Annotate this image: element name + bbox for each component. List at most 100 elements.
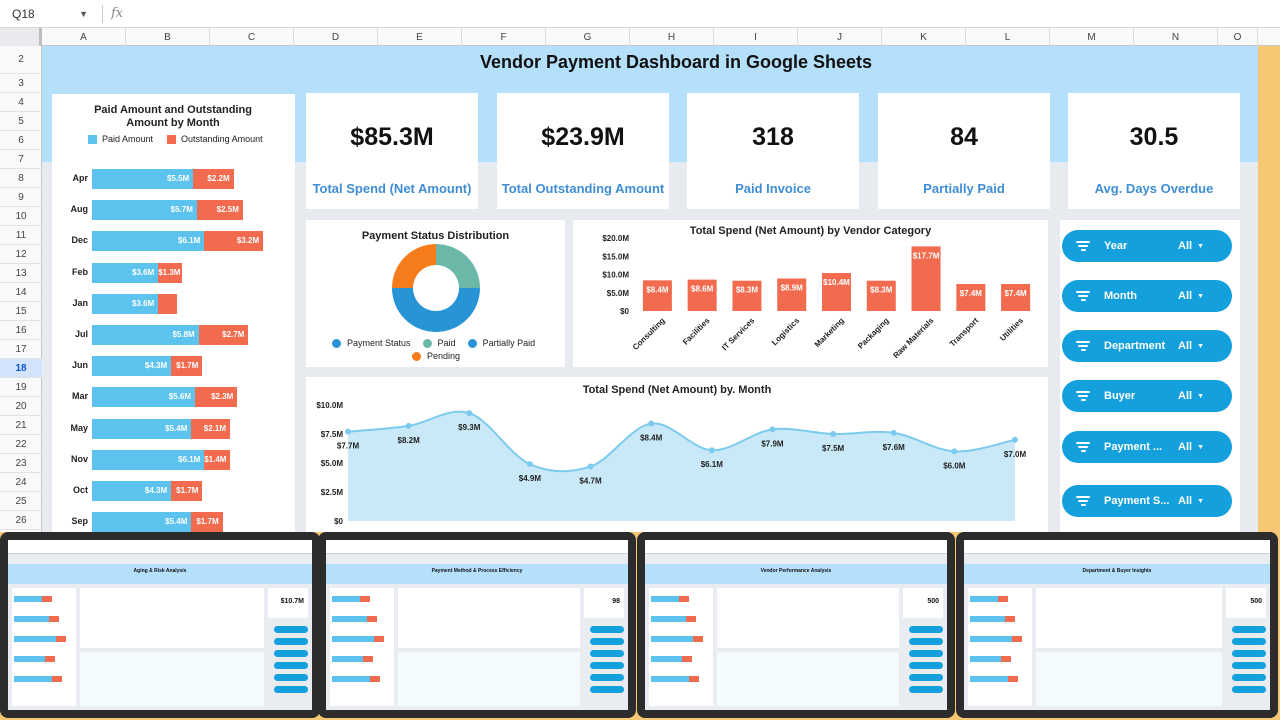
row-header[interactable]: 24 bbox=[0, 473, 42, 492]
column-header[interactable]: O bbox=[1218, 28, 1258, 46]
kpi-value: $23.9M bbox=[541, 123, 625, 151]
row-header[interactable]: 21 bbox=[0, 416, 42, 435]
row-header[interactable]: 5 bbox=[0, 112, 42, 131]
dashboard-thumbnail[interactable]: Aging & Risk Analysis $10.7M bbox=[0, 532, 320, 718]
data-point bbox=[345, 428, 351, 435]
row-header[interactable]: 3 bbox=[0, 74, 42, 93]
row-header[interactable]: 22 bbox=[0, 435, 42, 454]
column-header[interactable]: E bbox=[378, 28, 462, 46]
thumb-bar bbox=[332, 616, 367, 622]
row-header[interactable]: 23 bbox=[0, 454, 42, 473]
outstanding-bar bbox=[195, 387, 238, 408]
slicer-department[interactable]: Department All ▼ bbox=[1062, 330, 1232, 362]
horizontal-bar-plot: Apr $5.5M $2.2M Aug $5.7M $2.5M Dec $6.1M $3.2M F… bbox=[52, 94, 295, 532]
thumb-bar bbox=[1001, 656, 1011, 662]
thumb-bar bbox=[370, 676, 380, 682]
thumb-card bbox=[649, 588, 713, 706]
category-bar bbox=[687, 279, 717, 311]
data-point bbox=[708, 447, 715, 454]
slicer-month[interactable]: Month All ▼ bbox=[1062, 280, 1232, 312]
column-header[interactable]: B bbox=[126, 28, 210, 46]
slicer-year[interactable]: Year All ▼ bbox=[1062, 230, 1232, 262]
thumb-slicer bbox=[274, 662, 308, 669]
row-header[interactable]: 25 bbox=[0, 492, 42, 511]
thumb-bar bbox=[14, 596, 42, 602]
slicer-buyer[interactable]: Buyer All ▼ bbox=[1062, 380, 1232, 412]
row-header[interactable]: 12 bbox=[0, 245, 42, 264]
slicer-label: Payment S... bbox=[1104, 495, 1170, 507]
column-header[interactable]: F bbox=[462, 28, 546, 46]
column-header[interactable]: J bbox=[798, 28, 882, 46]
kpi-card: $23.9M Total Outstanding Amount bbox=[497, 93, 669, 209]
row-header[interactable]: 2 bbox=[0, 46, 42, 74]
category-bar bbox=[1001, 283, 1031, 311]
column-header[interactable]: C bbox=[210, 28, 294, 46]
dashboard-thumbnail[interactable]: Vendor Performance Analysis 500 bbox=[637, 532, 955, 718]
column-header[interactable]: M bbox=[1050, 28, 1134, 46]
monthly-spend-area-chart: $10.0M $7.5M $5.0M $2.5M $0 $7.7M $8.2M $9.3M $4… bbox=[316, 401, 1026, 526]
thumb-title-band bbox=[645, 564, 947, 584]
select-all-corner[interactable] bbox=[0, 28, 42, 46]
row-header[interactable]: 20 bbox=[0, 397, 42, 416]
row-header[interactable]: 6 bbox=[0, 131, 42, 150]
data-label: $1.7M bbox=[196, 517, 219, 527]
data-label: $6.1M bbox=[178, 236, 201, 246]
thumb-bar bbox=[970, 616, 1005, 622]
row-header[interactable]: 13 bbox=[0, 264, 42, 283]
data-point bbox=[405, 422, 412, 429]
column-header[interactable]: K bbox=[882, 28, 966, 46]
paid-bar bbox=[92, 418, 192, 439]
column-header[interactable]: D bbox=[294, 28, 378, 46]
data-point bbox=[890, 429, 897, 436]
column-header[interactable]: L bbox=[966, 28, 1050, 46]
bar-data-label: $10.4M bbox=[823, 278, 850, 287]
slicer-payment-s[interactable]: Payment S... All ▼ bbox=[1062, 485, 1232, 517]
row-header[interactable]: 17 bbox=[0, 340, 42, 359]
slicer-payment[interactable]: Payment ... All ▼ bbox=[1062, 431, 1232, 463]
chevron-down-icon: ▼ bbox=[1197, 342, 1204, 350]
column-header[interactable]: N bbox=[1134, 28, 1218, 46]
data-point bbox=[587, 463, 594, 470]
thumb-bar bbox=[970, 656, 1001, 662]
dashboard-thumbnail[interactable]: Department & Buyer Insights 500 bbox=[956, 532, 1278, 718]
row-header[interactable]: 4 bbox=[0, 93, 42, 112]
row-header[interactable]: 10 bbox=[0, 207, 42, 226]
paid-bar bbox=[92, 262, 159, 283]
data-point bbox=[648, 420, 655, 427]
thumb-card bbox=[968, 588, 1032, 706]
row-header[interactable]: 15 bbox=[0, 302, 42, 321]
data-label: $3.6M bbox=[132, 298, 155, 308]
row-header[interactable]: 8 bbox=[0, 169, 42, 188]
row-header[interactable]: 14 bbox=[0, 283, 42, 302]
chevron-down-icon[interactable]: ▼ bbox=[79, 8, 88, 19]
thumb-card bbox=[80, 588, 264, 648]
donut-slice bbox=[436, 244, 480, 288]
name-box[interactable]: Q18 ▼ bbox=[6, 3, 94, 25]
thumb-bar bbox=[332, 656, 363, 662]
bar-data-label: $8.9M bbox=[781, 284, 804, 293]
row-header[interactable]: 9 bbox=[0, 188, 42, 207]
column-header[interactable]: A bbox=[42, 28, 126, 46]
thumb-bar bbox=[970, 596, 998, 602]
column-header[interactable]: G bbox=[546, 28, 630, 46]
dashboard-thumbnail[interactable]: Payment Method & Process Efficiency 98 bbox=[318, 532, 636, 718]
row-header[interactable]: 7 bbox=[0, 150, 42, 169]
row-header[interactable]: 19 bbox=[0, 378, 42, 397]
legend-label: Payment Status bbox=[347, 338, 411, 348]
donut-slice bbox=[392, 288, 480, 332]
slicer-label: Year bbox=[1104, 240, 1128, 252]
point-data-label: $7.5M bbox=[822, 444, 845, 453]
column-header[interactable]: H bbox=[630, 28, 714, 46]
outstanding-bar bbox=[196, 200, 243, 221]
category-tick-label: Consulting bbox=[631, 316, 667, 352]
y-tick-label: $0 bbox=[620, 307, 629, 316]
thumb-toolbar bbox=[964, 540, 1270, 554]
column-header[interactable]: I bbox=[714, 28, 798, 46]
data-point bbox=[951, 448, 958, 455]
row-header[interactable]: 16 bbox=[0, 321, 42, 340]
row-header[interactable]: 26 bbox=[0, 511, 42, 530]
row-header[interactable]: 18 bbox=[0, 359, 42, 378]
thumb-slicer bbox=[1232, 674, 1266, 681]
thumb-bar bbox=[1012, 636, 1022, 642]
row-header[interactable]: 11 bbox=[0, 226, 42, 245]
